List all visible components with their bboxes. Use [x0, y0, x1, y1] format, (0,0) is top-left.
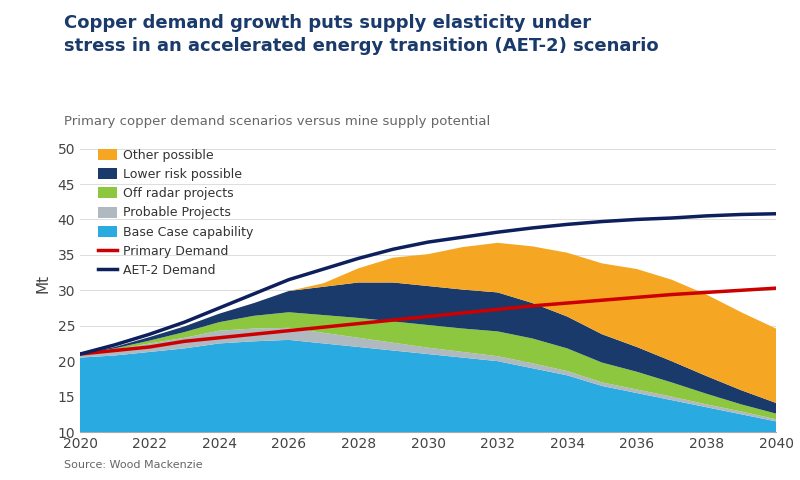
- Primary Demand: [737, 288, 746, 293]
- Text: Source: Wood Mackenzie: Source: Wood Mackenzie: [64, 460, 202, 470]
- Primary Demand: [250, 331, 259, 337]
- AET-2 Demand: [737, 212, 746, 217]
- Primary Demand: [562, 300, 572, 306]
- Primary Demand: [110, 348, 120, 353]
- Primary Demand: [632, 295, 642, 300]
- AET-2 Demand: [458, 234, 468, 240]
- Primary Demand: [284, 328, 294, 334]
- AET-2 Demand: [319, 266, 329, 272]
- Primary Demand: [214, 335, 224, 341]
- Primary Demand: [75, 351, 85, 357]
- AET-2 Demand: [250, 291, 259, 297]
- Primary Demand: [145, 344, 154, 350]
- Line: Primary Demand: Primary Demand: [80, 288, 776, 354]
- Line: AET-2 Demand: AET-2 Demand: [80, 214, 776, 354]
- AET-2 Demand: [389, 246, 398, 252]
- AET-2 Demand: [180, 319, 190, 325]
- Primary Demand: [528, 303, 538, 309]
- Primary Demand: [354, 321, 363, 326]
- AET-2 Demand: [284, 277, 294, 283]
- Primary Demand: [180, 338, 190, 344]
- Text: Primary copper demand scenarios versus mine supply potential: Primary copper demand scenarios versus m…: [64, 115, 490, 128]
- Primary Demand: [423, 313, 433, 319]
- AET-2 Demand: [145, 331, 154, 337]
- AET-2 Demand: [423, 239, 433, 245]
- AET-2 Demand: [562, 221, 572, 227]
- Text: Copper demand growth puts supply elasticity under
stress in an accelerated energ: Copper demand growth puts supply elastic…: [64, 14, 658, 55]
- AET-2 Demand: [598, 219, 607, 225]
- AET-2 Demand: [354, 255, 363, 261]
- Primary Demand: [598, 297, 607, 303]
- AET-2 Demand: [110, 342, 120, 348]
- AET-2 Demand: [771, 211, 781, 216]
- Y-axis label: Mt: Mt: [35, 274, 50, 293]
- AET-2 Demand: [75, 351, 85, 357]
- Primary Demand: [319, 324, 329, 330]
- AET-2 Demand: [702, 213, 711, 219]
- Primary Demand: [702, 289, 711, 295]
- Primary Demand: [389, 317, 398, 323]
- AET-2 Demand: [493, 229, 502, 235]
- AET-2 Demand: [667, 215, 677, 221]
- Primary Demand: [458, 310, 468, 316]
- AET-2 Demand: [528, 225, 538, 231]
- AET-2 Demand: [214, 305, 224, 311]
- Primary Demand: [493, 307, 502, 312]
- AET-2 Demand: [632, 216, 642, 222]
- Primary Demand: [771, 285, 781, 291]
- Primary Demand: [667, 292, 677, 298]
- Legend: Other possible, Lower risk possible, Off radar projects, Probable Projects, Base: Other possible, Lower risk possible, Off…: [94, 144, 258, 282]
